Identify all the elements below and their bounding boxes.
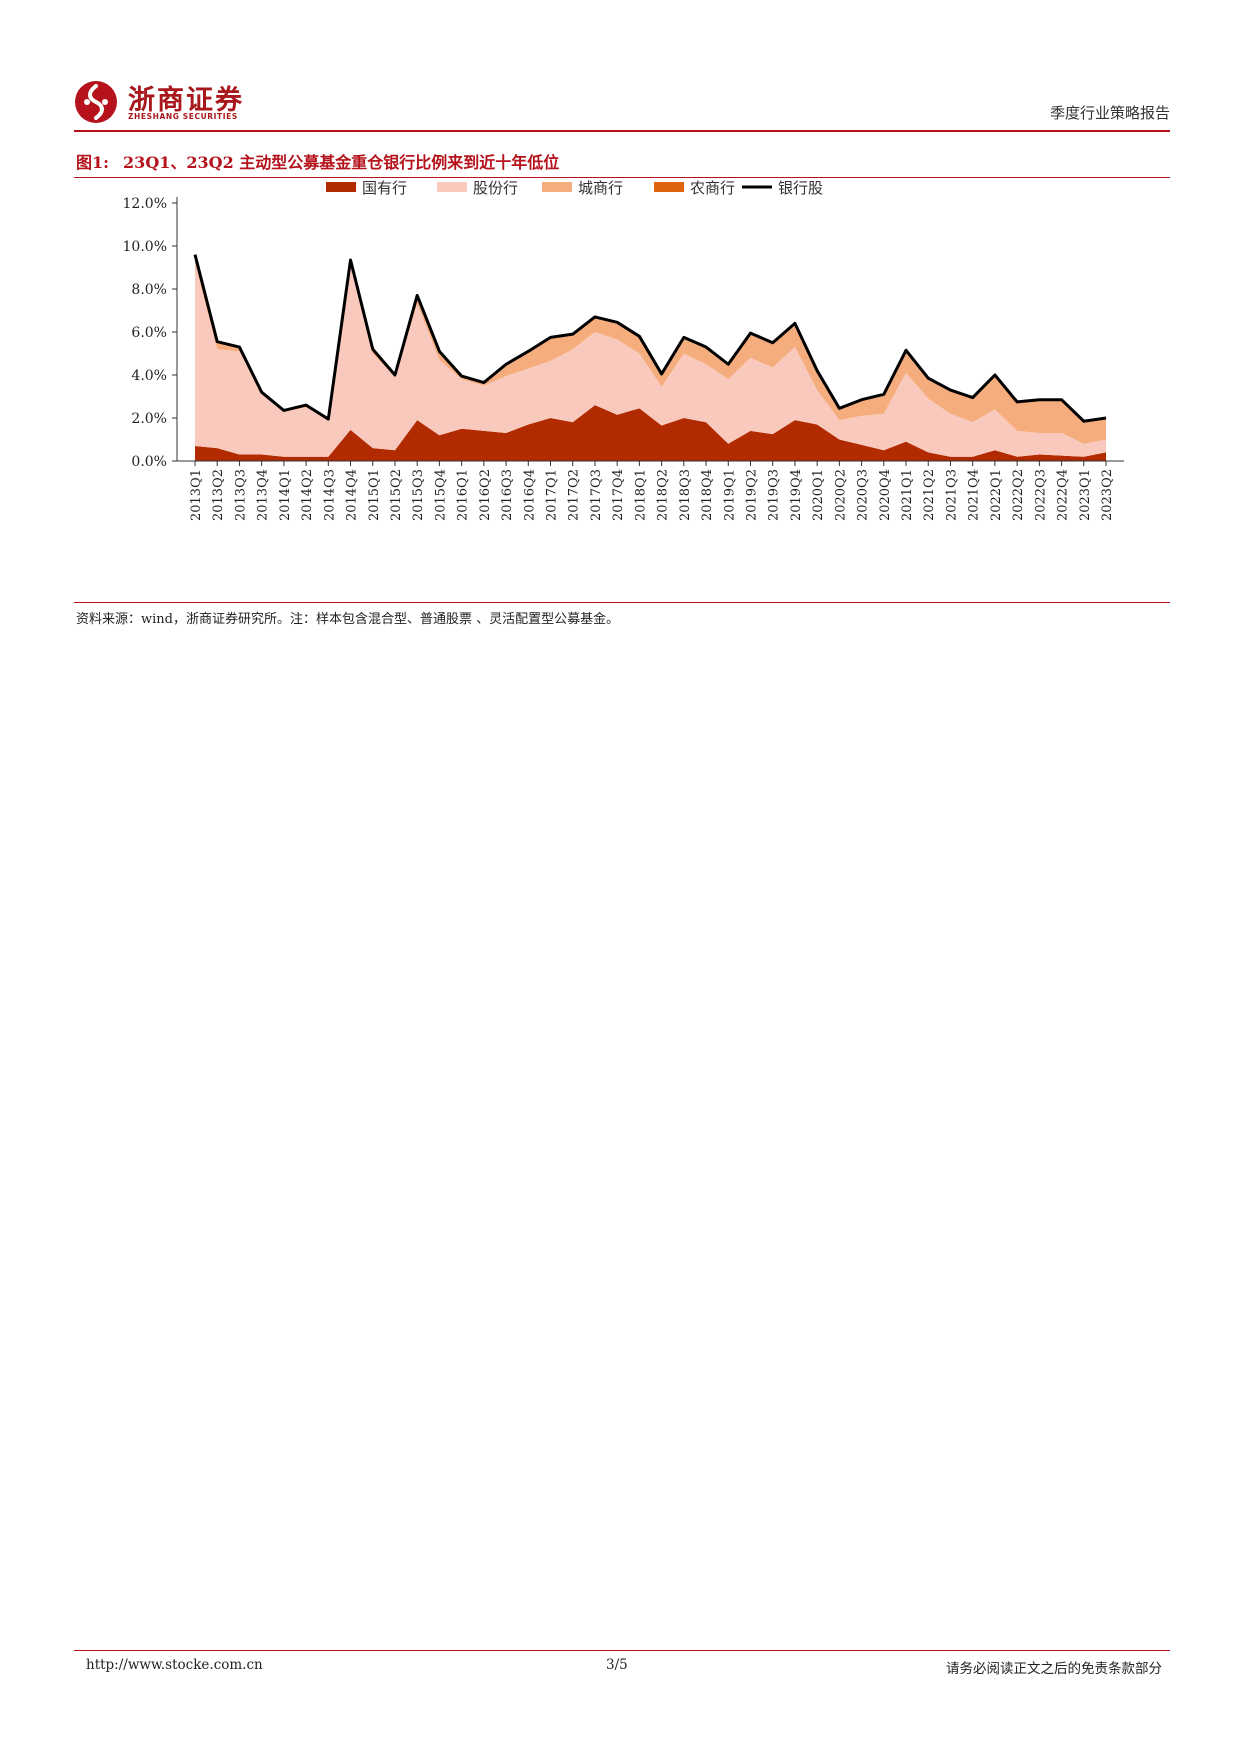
x-tick-label: 2015Q4 bbox=[433, 469, 448, 521]
legend-item: 城商行 bbox=[542, 179, 623, 197]
x-tick-label: 2022Q2 bbox=[1011, 469, 1026, 521]
y-tick-label: 4.0% bbox=[131, 368, 167, 384]
x-tick-label: 2017Q3 bbox=[589, 469, 604, 521]
legend-label: 银行股 bbox=[778, 179, 823, 197]
area-series-2 bbox=[195, 263, 1106, 457]
line-series-1 bbox=[193, 254, 1107, 423]
x-tick-label: 2017Q1 bbox=[545, 469, 560, 521]
x-tick-label: 2013Q2 bbox=[211, 469, 226, 521]
x-tick-label: 2019Q2 bbox=[744, 469, 759, 521]
figure-bottom-divider bbox=[74, 602, 1170, 603]
page-header: 浙商证券 ZHESHANG SECURITIES 季度行业策略报告 bbox=[74, 78, 1170, 130]
x-tick-label: 2016Q4 bbox=[522, 469, 537, 521]
footer-divider bbox=[74, 1650, 1170, 1651]
footer-disclaimer: 请务必阅读正文之后的免责条款部分 bbox=[946, 1661, 1162, 1677]
x-tick-label: 2018Q4 bbox=[700, 469, 715, 521]
report-type: 季度行业策略报告 bbox=[1049, 104, 1170, 122]
x-tick-label: 2014Q4 bbox=[345, 469, 360, 521]
brand-mark-icon bbox=[75, 81, 117, 123]
x-tick-label: 2022Q4 bbox=[1056, 469, 1071, 521]
header-divider bbox=[74, 130, 1170, 132]
y-tick-label: 2.0% bbox=[131, 411, 167, 427]
x-tick-label: 2015Q1 bbox=[367, 469, 382, 521]
x-tick-label: 2018Q2 bbox=[656, 469, 671, 521]
x-tick-label: 2018Q1 bbox=[633, 469, 648, 521]
y-tick-label: 10.0% bbox=[123, 239, 167, 255]
legend-label: 城商行 bbox=[578, 179, 623, 197]
x-tick-label: 2015Q2 bbox=[389, 469, 404, 521]
y-tick-label: 6.0% bbox=[131, 325, 167, 341]
x-tick-label: 2022Q1 bbox=[989, 469, 1004, 521]
x-tick-label: 2021Q1 bbox=[900, 469, 915, 521]
y-tick-label: 0.0% bbox=[131, 454, 167, 470]
x-tick-label: 2016Q3 bbox=[500, 469, 515, 521]
figure-caption: 23Q1、23Q2 主动型公募基金重仓银行比例来到近十年低位 bbox=[123, 153, 560, 172]
x-tick-label: 2013Q3 bbox=[233, 469, 248, 521]
bank-holdings-chart: 0.0% 2.0% 4.0% 6.0% 8.0% 10.0% 12.0% 2013Q1 2013… bbox=[123, 179, 1124, 521]
x-tick-label: 2020Q1 bbox=[811, 469, 826, 521]
footer-url[interactable]: http://www.stocke.com.cn bbox=[86, 1657, 263, 1673]
x-tick-label: 2019Q1 bbox=[722, 469, 737, 521]
brand-name: 浙商证券 bbox=[128, 85, 244, 116]
x-tick-label: 2015Q3 bbox=[411, 469, 426, 521]
legend-label: 股份行 bbox=[473, 179, 518, 197]
x-tick-label: 2016Q2 bbox=[478, 469, 493, 521]
x-tick-label: 2018Q3 bbox=[678, 469, 693, 521]
legend-item: 国有行 bbox=[326, 179, 407, 197]
x-tick-label: 2020Q2 bbox=[833, 469, 848, 521]
x-tick-label: 2017Q2 bbox=[567, 469, 582, 521]
x-tick-label: 2021Q4 bbox=[967, 469, 982, 521]
x-tick-label: 2021Q2 bbox=[922, 469, 937, 521]
x-tick-label: 2023Q1 bbox=[1078, 469, 1093, 521]
legend-swatch bbox=[542, 182, 572, 192]
x-tick-label: 2019Q3 bbox=[767, 469, 782, 521]
brand-subtitle: ZHESHANG SECURITIES bbox=[128, 112, 238, 121]
x-tick-label: 2013Q4 bbox=[256, 469, 271, 521]
page-number: 3/5 bbox=[606, 1657, 628, 1673]
legend-item: 农商行 bbox=[654, 179, 735, 197]
y-tick-label: 12.0% bbox=[123, 196, 167, 212]
x-tick-label: 2014Q3 bbox=[322, 469, 337, 521]
area-series-1 bbox=[195, 405, 1106, 461]
x-tick-label: 2022Q3 bbox=[1033, 469, 1048, 521]
x-tick-label: 2016Q1 bbox=[456, 469, 471, 521]
legend-swatch bbox=[437, 182, 467, 192]
figure-top-divider bbox=[74, 177, 1170, 178]
legend-swatch bbox=[326, 182, 356, 192]
legend-label: 农商行 bbox=[690, 179, 735, 197]
figure-title: 图1: 23Q1、23Q2 主动型公募基金重仓银行比例来到近十年低位 bbox=[76, 149, 559, 173]
x-tick-label: 2020Q4 bbox=[878, 469, 893, 521]
legend-swatch bbox=[654, 182, 684, 192]
x-tick-label: 2014Q1 bbox=[278, 469, 293, 521]
x-tick-label: 2014Q2 bbox=[300, 469, 315, 521]
legend-item: 股份行 bbox=[437, 179, 518, 197]
figure-label: 图1: bbox=[76, 153, 110, 172]
x-tick-label: 2021Q3 bbox=[944, 469, 959, 521]
x-tick-label: 2013Q1 bbox=[189, 469, 204, 521]
x-tick-label: 2019Q4 bbox=[789, 469, 804, 521]
legend-item: 银行股 bbox=[742, 179, 823, 197]
y-tick-label: 8.0% bbox=[131, 282, 167, 298]
brand-logo: 浙商证券 ZHESHANG SECURITIES bbox=[74, 78, 274, 130]
x-tick-label: 2017Q4 bbox=[611, 469, 626, 521]
x-tick-label: 2023Q2 bbox=[1100, 469, 1115, 521]
x-tick-label: 2020Q3 bbox=[856, 469, 871, 521]
source-note: 资料来源：wind，浙商证券研究所。注：样本包含混合型、普通股票 、灵活配置型公… bbox=[76, 612, 620, 627]
legend-label: 国有行 bbox=[362, 179, 407, 197]
